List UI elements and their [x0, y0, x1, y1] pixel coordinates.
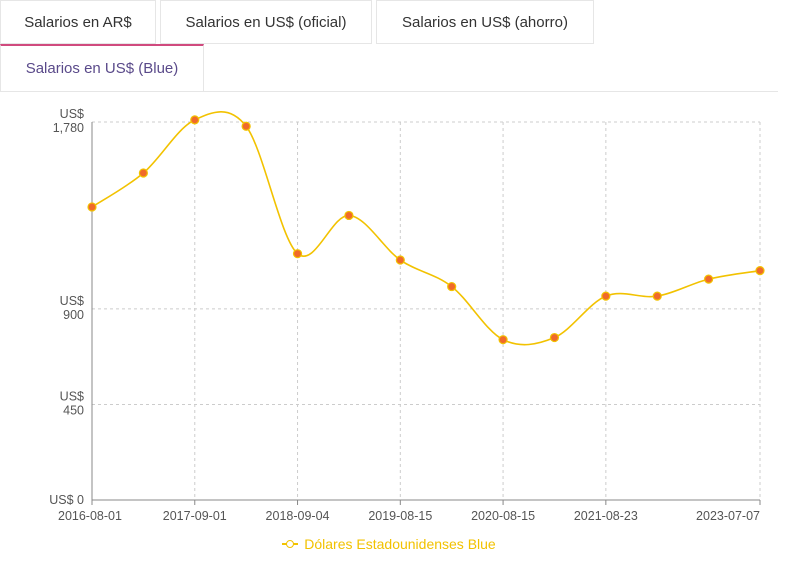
- data-point: [292, 249, 303, 259]
- tab-salarios-ars[interactable]: Salarios en AR$: [0, 0, 156, 44]
- data-point: [87, 202, 97, 212]
- data-point: [704, 274, 714, 284]
- data-point: [344, 210, 354, 221]
- x-tick-label: 2021-08-23: [574, 509, 638, 523]
- data-point: [652, 291, 662, 301]
- data-point: [395, 255, 405, 265]
- tab-salarios-usd-ahorro[interactable]: Salarios en US$ (ahorro): [376, 0, 594, 44]
- y-tick-label: 450: [63, 403, 84, 417]
- x-tick-label: 2017-09-01: [163, 509, 227, 523]
- y-tick-label: US$ 0: [49, 493, 84, 507]
- data-point: [190, 115, 200, 125]
- tab-bar: Salarios en AR$ Salarios en US$ (oficial…: [0, 0, 800, 92]
- tab-salarios-usd-blue[interactable]: Salarios en US$ (Blue): [0, 44, 204, 92]
- data-point: [601, 291, 611, 301]
- tab-label: Salarios en US$ (oficial): [185, 13, 347, 31]
- legend-line-marker-icon: [282, 539, 299, 549]
- legend-series-label: Dólares Estadounidenses Blue: [304, 536, 496, 552]
- y-tick-label: US$: [60, 107, 84, 121]
- x-tick-label: 2019-08-15: [368, 509, 432, 523]
- series-line: [91, 111, 761, 346]
- tab-label: Salarios en AR$: [24, 13, 132, 31]
- x-tick-label: 2018-09-04: [266, 509, 330, 523]
- data-point: [447, 281, 457, 292]
- data-point: [138, 168, 148, 178]
- tab-label: Salarios en US$ (ahorro): [402, 13, 568, 31]
- data-point: [498, 335, 508, 345]
- y-tick-label: US$: [60, 389, 84, 403]
- chart-legend[interactable]: Dólares Estadounidenses Blue: [0, 536, 778, 552]
- data-point: [241, 121, 251, 131]
- tab-baseline: [0, 91, 778, 92]
- tab-salarios-usd-oficial[interactable]: Salarios en US$ (oficial): [160, 0, 372, 44]
- x-tick-label: 2020-08-15: [471, 509, 535, 523]
- y-tick-label: 1,780: [53, 121, 84, 135]
- x-tick-label: 2023-07-07: [696, 509, 760, 523]
- data-point: [549, 332, 560, 343]
- y-tick-label: 900: [63, 308, 84, 322]
- tab-label: Salarios en US$ (Blue): [25, 60, 179, 77]
- data-point: [755, 266, 765, 276]
- y-tick-label: US$: [60, 294, 84, 308]
- x-tick-label: 2016-08-01: [58, 509, 122, 523]
